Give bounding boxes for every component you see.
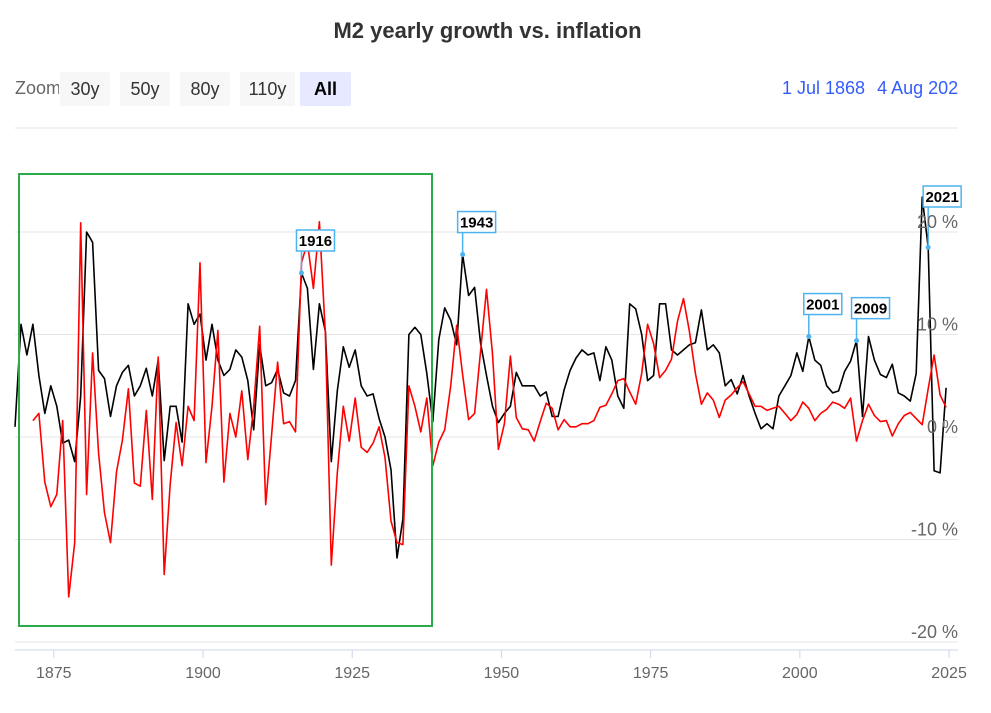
y-tick-label: 0 % bbox=[927, 417, 958, 437]
flag-dot bbox=[925, 244, 931, 250]
flag-2009: 2009 bbox=[850, 296, 891, 344]
flag-label: 2009 bbox=[854, 301, 887, 318]
flag-label: 2021 bbox=[925, 189, 958, 206]
x-tick-label: 1900 bbox=[185, 665, 221, 682]
zoom-all-button[interactable]: All bbox=[300, 72, 351, 106]
series-line-1 bbox=[32, 221, 947, 598]
series-line-0 bbox=[14, 196, 947, 559]
flag-box bbox=[456, 210, 497, 234]
zoom-label: Zoom bbox=[15, 78, 59, 98]
x-tick-label: 2000 bbox=[782, 665, 818, 682]
y-tick-label: 10 % bbox=[917, 315, 958, 335]
flag-box bbox=[803, 292, 843, 316]
date-range: 1 Jul 1868 4 Aug 202 bbox=[782, 78, 958, 99]
flag-box bbox=[850, 296, 891, 320]
zoom-110y-button[interactable]: 110y bbox=[240, 72, 295, 106]
x-tick-label: 1925 bbox=[334, 665, 370, 682]
y-tick-label: -20 % bbox=[911, 622, 958, 642]
flag-label: 1943 bbox=[460, 215, 493, 232]
chart-title: M2 yearly growth vs. inflation bbox=[333, 18, 642, 43]
zoom-30y-button[interactable]: 30y bbox=[60, 72, 110, 106]
zoom-50y-button[interactable]: 50y bbox=[120, 72, 170, 106]
zoom-80y-button[interactable]: 80y bbox=[180, 72, 230, 106]
x-tick-label: 2025 bbox=[931, 665, 967, 682]
flag-box bbox=[922, 185, 962, 208]
flag-dot bbox=[298, 270, 304, 276]
flag-label: 2001 bbox=[806, 297, 839, 314]
flag-dot bbox=[806, 334, 812, 340]
flag-dot bbox=[460, 252, 466, 258]
range-from-input[interactable]: 1 Jul 1868 bbox=[782, 78, 866, 98]
flag-1916: 1916 bbox=[295, 229, 336, 276]
y-tick-label: -10 % bbox=[911, 520, 958, 540]
flag-dot bbox=[854, 338, 860, 344]
range-to-input[interactable]: 4 Aug 202 bbox=[877, 78, 959, 98]
x-tick-label: 1975 bbox=[633, 665, 669, 682]
flag-box bbox=[295, 229, 336, 252]
y-tick-label: 20 % bbox=[917, 212, 958, 232]
x-tick-label: 1950 bbox=[484, 665, 520, 682]
flag-1943: 1943 bbox=[456, 210, 497, 258]
x-tick-label: 1875 bbox=[36, 665, 72, 682]
series-points-0 bbox=[14, 197, 946, 559]
flag-label: 1916 bbox=[299, 233, 332, 250]
highlight-box bbox=[18, 173, 433, 627]
flag-2001: 2001 bbox=[803, 292, 843, 340]
flag-2021: 2021 bbox=[922, 185, 962, 250]
